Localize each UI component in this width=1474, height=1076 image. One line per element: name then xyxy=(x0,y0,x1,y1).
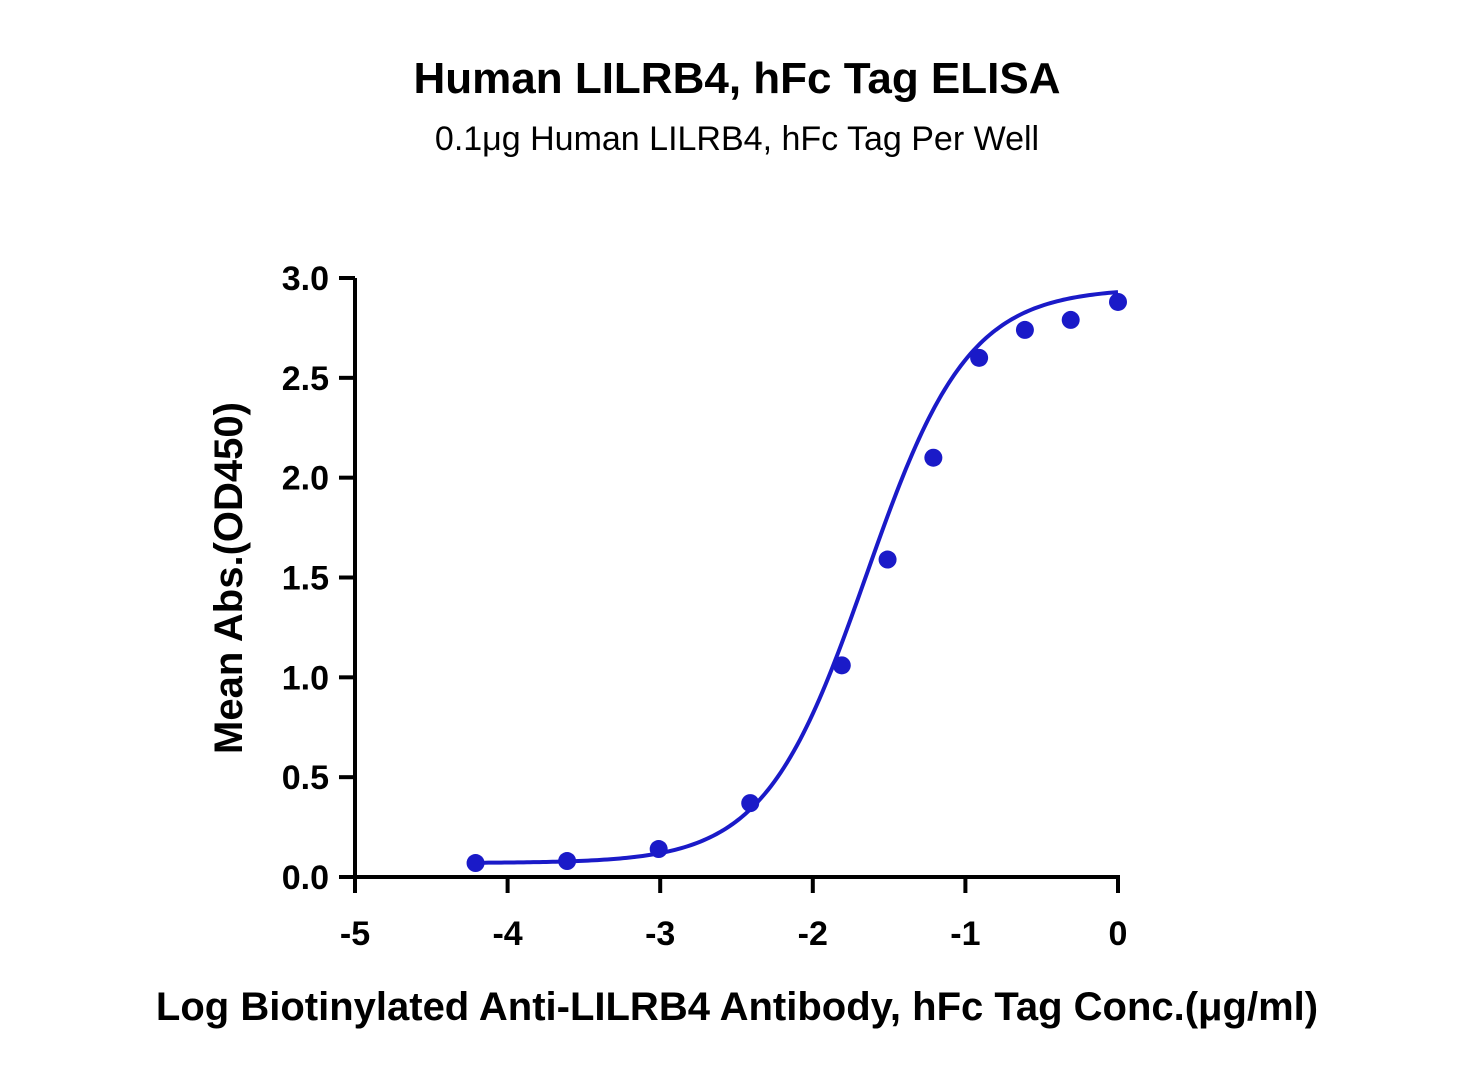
y-tick-label: 1.0 xyxy=(282,659,329,697)
y-tick-label: 3.0 xyxy=(282,260,329,298)
x-tick-label: -3 xyxy=(645,915,675,953)
y-tick-label: 2.0 xyxy=(282,460,329,498)
data-point xyxy=(1061,310,1080,329)
data-point xyxy=(741,794,760,813)
data-point xyxy=(466,854,485,873)
x-tick-label: -5 xyxy=(340,915,370,953)
y-tick-label: 2.5 xyxy=(282,360,329,398)
data-point xyxy=(924,448,943,467)
y-tick-label: 1.5 xyxy=(282,560,329,598)
x-tick-label: -2 xyxy=(798,915,828,953)
data-point xyxy=(878,550,897,569)
data-point xyxy=(649,840,668,859)
x-tick-label: -4 xyxy=(492,915,522,953)
y-axis-title: Mean Abs.(OD450) xyxy=(207,402,251,754)
data-point xyxy=(558,852,577,871)
chart-title: Human LILRB4, hFc Tag ELISA xyxy=(413,54,1060,103)
x-axis-title: Log Biotinylated Anti-LILRB4 Antibody, h… xyxy=(156,985,1318,1029)
fit-curve xyxy=(475,290,1119,865)
x-tick-label: 0 xyxy=(1109,915,1128,953)
data-point xyxy=(970,348,989,367)
x-tick-label: -1 xyxy=(950,915,980,953)
y-tick-label: 0.0 xyxy=(282,859,329,897)
plot-area: 0.0 0.5 1.0 1.5 2.0 2.5 3.0 -5 -4 -3 -2 -1 0 xyxy=(282,260,1128,953)
chart-subtitle: 0.1μg Human LILRB4, hFc Tag Per Well xyxy=(435,120,1039,158)
data-point xyxy=(1109,292,1127,311)
data-point xyxy=(1015,320,1034,339)
data-point xyxy=(832,656,851,675)
y-tick-label: 0.5 xyxy=(282,759,329,797)
